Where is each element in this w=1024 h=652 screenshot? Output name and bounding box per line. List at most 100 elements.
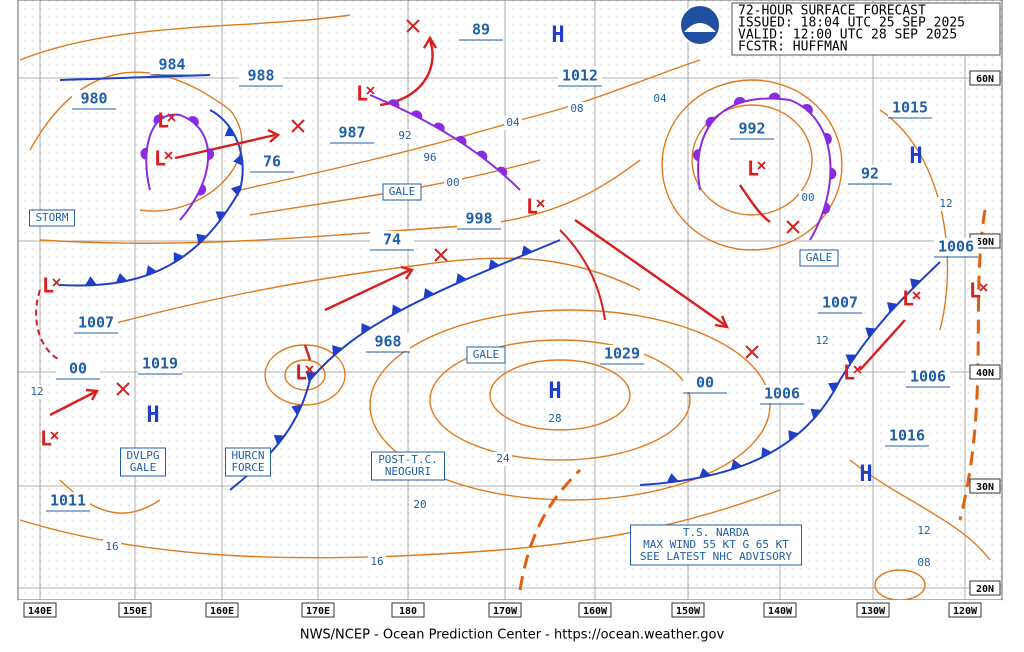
lon-label: 170E <box>306 606 330 617</box>
forecast-x <box>434 248 448 262</box>
low-center: L <box>40 427 52 451</box>
pressure-label: 76 <box>263 153 281 171</box>
text-box <box>466 346 506 364</box>
pressure-label: 89 <box>472 21 490 39</box>
pressure-label: 984 <box>158 56 185 74</box>
front-symbol <box>273 434 285 446</box>
header-line: 72-HOUR SURFACE FORECAST <box>738 4 926 19</box>
high-center: H <box>909 144 922 169</box>
pressure-label: 74 <box>383 231 401 249</box>
pressure-label: 1029 <box>604 345 640 363</box>
front-symbol <box>476 150 488 161</box>
front-symbol <box>761 447 772 458</box>
front-symbol <box>845 354 857 365</box>
lon-label-box <box>488 602 522 618</box>
isobar-label: 08 <box>570 102 583 115</box>
lat-label-box <box>969 580 1001 596</box>
isobar-label: 12 <box>815 334 828 347</box>
pressure-label: 1016 <box>889 427 925 445</box>
lat-label: 60N <box>976 74 994 85</box>
front-symbol <box>291 404 303 416</box>
lat-label-box <box>969 478 1001 494</box>
low-x <box>536 199 545 208</box>
pressure-label-bg <box>138 355 182 373</box>
pressure-label: 1007 <box>822 294 858 312</box>
pressure-label: 992 <box>738 120 765 138</box>
front-symbol <box>824 132 832 145</box>
front-symbol <box>887 302 898 313</box>
lon-label-box <box>578 602 612 618</box>
isobar-label: 08 <box>917 556 930 569</box>
front-symbol <box>802 104 813 115</box>
pressure-label: 00 <box>696 374 714 392</box>
low-x <box>305 365 314 374</box>
pressure-label-bg <box>46 492 90 510</box>
front-symbol <box>521 245 533 256</box>
low-x <box>366 86 375 95</box>
lat-label: 20N <box>976 584 994 595</box>
text-box <box>630 524 802 566</box>
header-line: VALID: 12:00 UTC 28 SEP 2025 <box>738 28 957 43</box>
header-box <box>731 2 1001 56</box>
isobar-label: 16 <box>105 540 118 553</box>
pressure-label-bg <box>888 99 932 117</box>
header-line: FCSTR: HUFFMAN <box>738 40 848 55</box>
forecast-x <box>406 19 420 33</box>
isobar-label: 12 <box>939 197 952 210</box>
front-symbol <box>666 473 679 483</box>
forecast-x <box>116 382 130 396</box>
front-symbol <box>208 148 215 161</box>
lat-label: 30N <box>976 482 994 493</box>
pressure-label-bg <box>74 314 118 332</box>
pressure-label-bg <box>72 90 116 108</box>
pressure-label: 1011 <box>50 492 86 510</box>
pressure-label-bg <box>760 385 804 403</box>
forecast-x <box>745 345 759 359</box>
pressure-label: 1006 <box>910 368 946 386</box>
front-symbol <box>411 110 423 120</box>
lon-label: 160W <box>583 606 608 617</box>
pressure-label-bg <box>600 345 644 363</box>
low-center: L <box>356 82 368 106</box>
low-center: L <box>295 361 307 385</box>
lon-label-box <box>671 602 705 618</box>
front-symbol <box>822 202 831 215</box>
lat-label: 50N <box>976 237 994 248</box>
high-center: H <box>548 379 561 404</box>
isobar-label-bg <box>396 129 414 143</box>
isobar-label-bg <box>546 412 564 426</box>
pressure-label-bg <box>730 120 774 138</box>
front-symbol <box>730 459 743 470</box>
lon-label: 120W <box>953 606 978 617</box>
pressure-label-bg <box>366 333 410 351</box>
low-x <box>167 113 176 122</box>
lon-label-box <box>948 602 982 618</box>
lon-label-box <box>301 602 335 618</box>
lon-label: 150E <box>123 606 147 617</box>
front-symbol <box>455 273 467 284</box>
lon-label-box <box>205 602 239 618</box>
isobar-label: 92 <box>398 129 411 142</box>
front-symbol <box>496 166 508 177</box>
isobar-label: 04 <box>653 92 667 105</box>
lon-label: 160E <box>210 606 234 617</box>
pressure-label: 1007 <box>78 314 114 332</box>
isobar-label: 96 <box>423 151 436 164</box>
front-symbol <box>488 259 500 270</box>
isobar-label: 00 <box>801 191 814 204</box>
text-box-line: POST-T.C. <box>378 453 438 466</box>
text-box-line: GALE <box>473 348 500 361</box>
lat-label: 40N <box>976 368 994 379</box>
forecast-x <box>786 220 800 234</box>
low-center: L <box>154 147 166 171</box>
pressure-label-bg <box>56 360 100 378</box>
isobar-label: 28 <box>548 412 561 425</box>
pressure-label-bg <box>370 231 414 249</box>
lon-label: 170W <box>493 606 518 617</box>
low-center: L <box>902 287 914 311</box>
text-box-line: NEOGURI <box>385 465 431 478</box>
front-symbol <box>215 211 227 222</box>
pressure-label-bg <box>848 165 892 183</box>
lon-label-box <box>763 602 797 618</box>
front-symbol <box>705 116 716 128</box>
